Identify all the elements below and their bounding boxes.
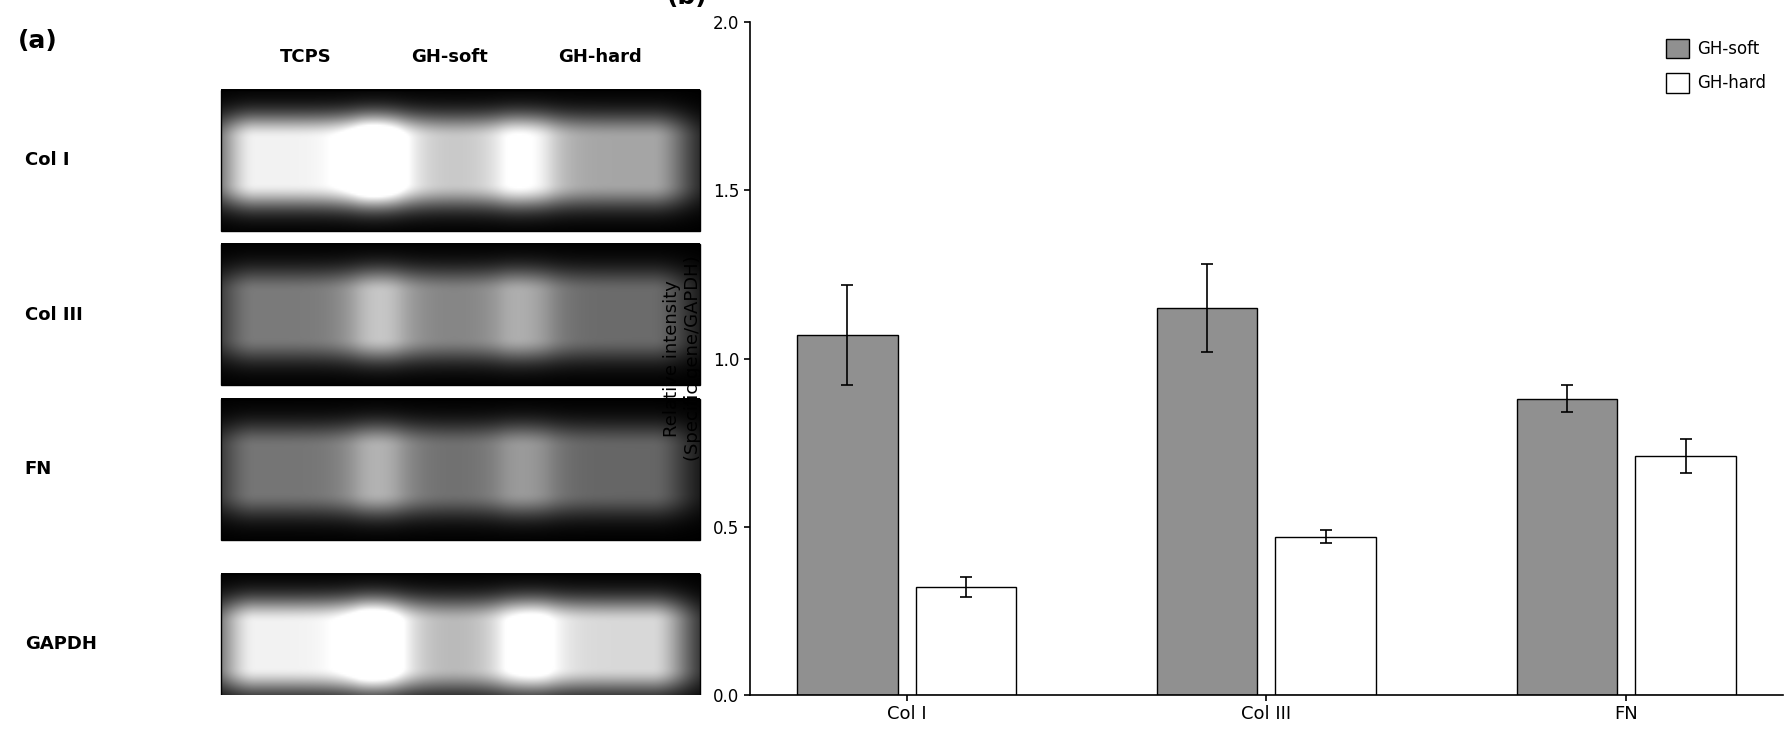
Bar xyxy=(1516,399,1618,695)
Text: GH-soft: GH-soft xyxy=(412,48,487,66)
Text: Col I: Col I xyxy=(25,151,70,170)
Bar xyxy=(916,587,1016,695)
Bar xyxy=(220,399,701,540)
Text: Col III: Col III xyxy=(25,306,82,324)
Bar xyxy=(1636,456,1736,695)
Text: FN: FN xyxy=(25,460,52,479)
Bar xyxy=(1276,536,1376,695)
Legend: GH-soft, GH-hard: GH-soft, GH-hard xyxy=(1658,31,1774,101)
Text: (b): (b) xyxy=(667,0,708,9)
Text: GH-hard: GH-hard xyxy=(557,48,642,66)
Bar xyxy=(797,335,898,695)
Text: GAPDH: GAPDH xyxy=(25,635,97,654)
Y-axis label: Relative intensity
(Specific gene/GAPDH): Relative intensity (Specific gene/GAPDH) xyxy=(663,255,702,462)
Text: TCPS: TCPS xyxy=(280,48,332,66)
Bar xyxy=(1156,309,1258,695)
Bar xyxy=(220,90,701,231)
Text: (a): (a) xyxy=(18,29,57,53)
Bar xyxy=(220,574,701,715)
Bar xyxy=(220,244,701,385)
